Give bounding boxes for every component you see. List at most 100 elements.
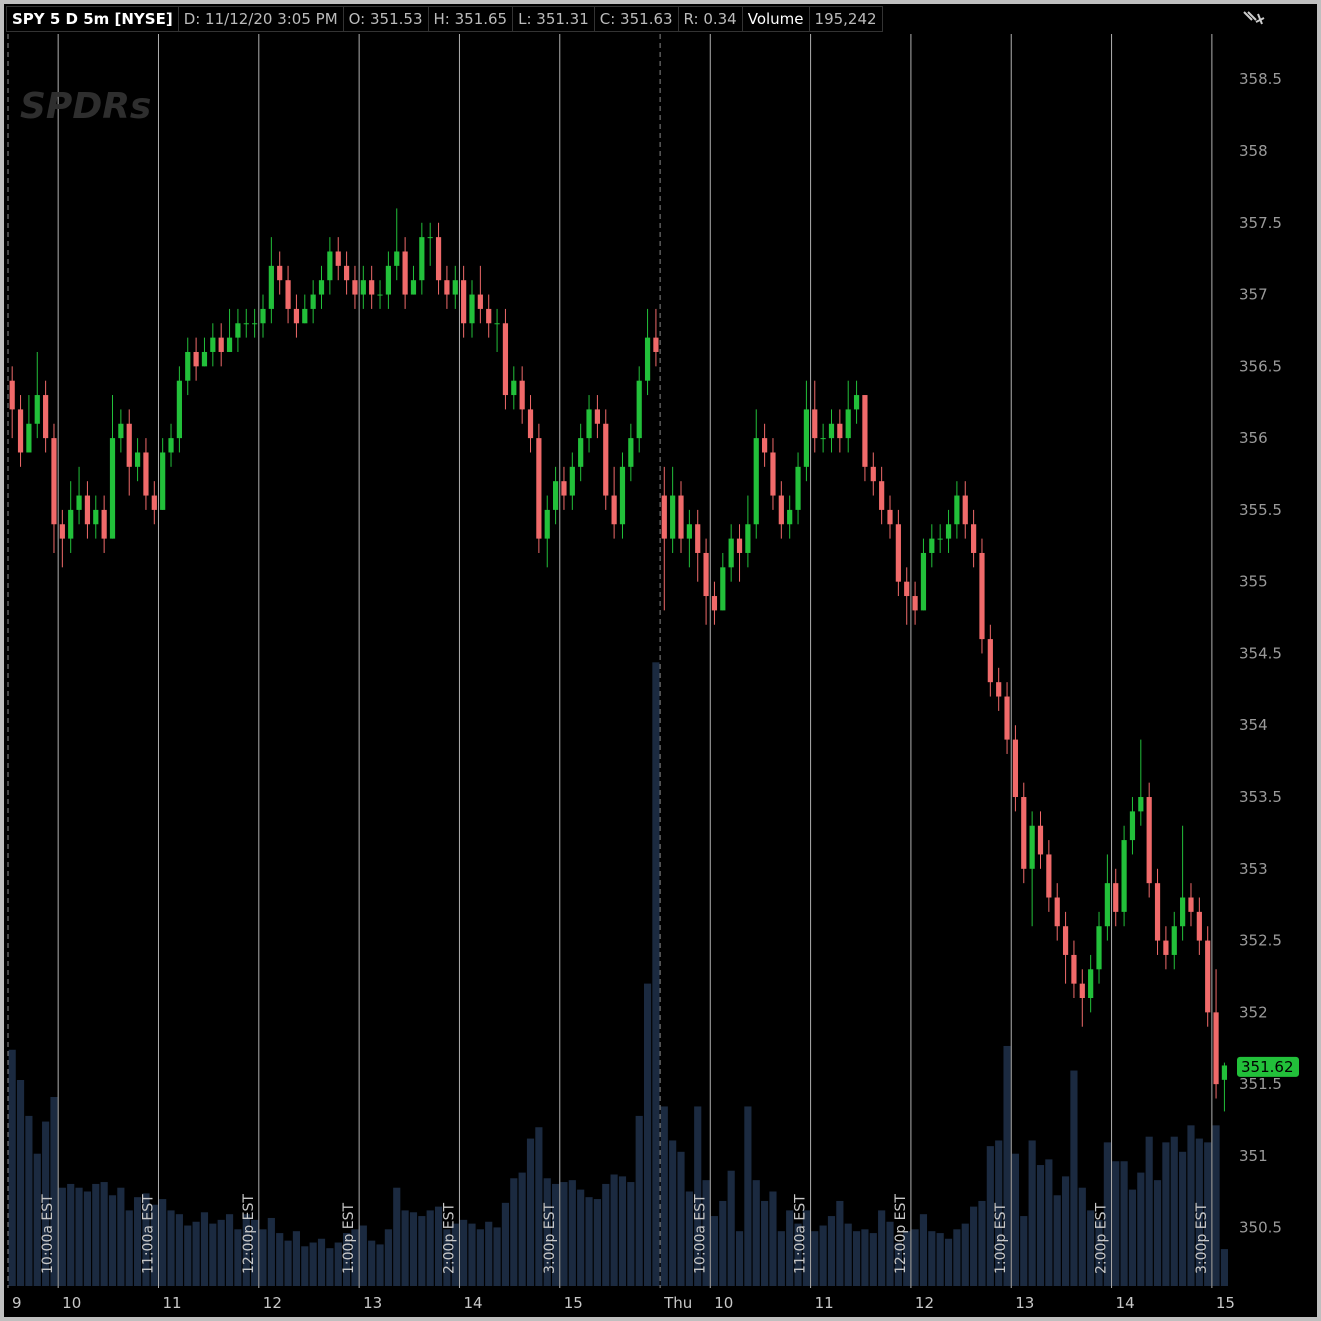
volume-bar bbox=[627, 1182, 635, 1286]
x-tick-label: 10 bbox=[62, 1294, 81, 1312]
candle-body bbox=[93, 509, 99, 525]
candle-body bbox=[293, 308, 300, 324]
candle-body bbox=[1146, 797, 1152, 884]
candle-body bbox=[444, 280, 450, 295]
candle-body bbox=[762, 438, 768, 453]
session-label: 2:00p EST bbox=[441, 1202, 457, 1274]
x-tick-label: 12 bbox=[263, 1294, 282, 1312]
candle-body bbox=[837, 423, 843, 439]
candle-body bbox=[427, 237, 433, 239]
x-axis-bg bbox=[660, 1288, 662, 1289]
candle-body bbox=[1171, 926, 1177, 955]
volume-bar bbox=[192, 1221, 200, 1286]
volume-bar bbox=[409, 1212, 418, 1286]
candle-body bbox=[327, 251, 333, 281]
candle-body bbox=[59, 524, 65, 539]
candle-body bbox=[778, 495, 784, 525]
volume-bar bbox=[217, 1219, 225, 1286]
volume-bar bbox=[1137, 1172, 1145, 1286]
x-tick-label: 11 bbox=[815, 1294, 834, 1312]
candle-body bbox=[452, 280, 458, 295]
watermark: SPDRs bbox=[20, 86, 151, 127]
candle-body bbox=[678, 495, 684, 539]
volume-bar bbox=[1028, 1140, 1036, 1286]
candle-body bbox=[870, 466, 876, 482]
candle-body bbox=[494, 323, 500, 325]
x-tick-label: 9 bbox=[12, 1294, 22, 1312]
volume-bar bbox=[376, 1244, 384, 1286]
candle-body bbox=[628, 438, 634, 467]
header-field: H: 351.65 bbox=[428, 6, 514, 32]
volume-bar bbox=[735, 1231, 744, 1286]
x-tick-label: 11 bbox=[162, 1294, 181, 1312]
volume-bar bbox=[585, 1197, 593, 1286]
volume-bar bbox=[535, 1127, 543, 1286]
candle-body bbox=[360, 280, 366, 295]
candle-body bbox=[686, 524, 692, 539]
volume-bar bbox=[276, 1233, 284, 1286]
candle-body bbox=[285, 280, 291, 309]
x-axis-bg bbox=[559, 1288, 561, 1289]
volume-bar bbox=[819, 1225, 827, 1286]
session-label: 12:00p EST bbox=[241, 1194, 257, 1274]
header-field: O: 351.53 bbox=[343, 6, 429, 32]
y-tick-label: 357 bbox=[1239, 286, 1268, 304]
candle-body bbox=[226, 337, 233, 352]
volume-bar bbox=[117, 1187, 125, 1286]
volume-bar bbox=[16, 1079, 25, 1286]
x-tick-label: 15 bbox=[1216, 1294, 1235, 1312]
candle-body bbox=[552, 481, 559, 510]
candle-body bbox=[419, 237, 425, 281]
candle-body bbox=[787, 509, 793, 525]
candle-body bbox=[728, 538, 734, 568]
header-field: 195,242 bbox=[809, 6, 883, 32]
volume-bar bbox=[669, 1140, 677, 1286]
candle-body bbox=[252, 323, 258, 325]
candle-body bbox=[51, 438, 57, 525]
session-label: 11:00a EST bbox=[793, 1194, 809, 1274]
candle-body bbox=[937, 538, 943, 540]
candle-body bbox=[1129, 811, 1136, 841]
volume-bar bbox=[251, 1219, 259, 1286]
volume-bar bbox=[351, 1229, 359, 1286]
volume-bar bbox=[577, 1189, 585, 1286]
volume-bar bbox=[242, 1214, 250, 1286]
volume-bar bbox=[83, 1191, 92, 1286]
candle-body bbox=[753, 438, 759, 525]
volume-bar bbox=[752, 1180, 760, 1286]
candle-body bbox=[277, 265, 283, 281]
candle-body bbox=[1037, 825, 1044, 855]
volume-bar bbox=[593, 1199, 601, 1286]
volume-bar bbox=[1003, 1045, 1011, 1286]
candle-body bbox=[954, 495, 960, 525]
volume-bar bbox=[1070, 1070, 1078, 1286]
volume-bar bbox=[1212, 1125, 1220, 1286]
x-tick-label: 12 bbox=[915, 1294, 934, 1312]
candle-body bbox=[519, 380, 525, 410]
volume-bar bbox=[267, 1217, 275, 1286]
volume-layer bbox=[8, 662, 1228, 1286]
candle-body bbox=[853, 395, 860, 410]
volume-bar bbox=[602, 1183, 610, 1286]
candle-body bbox=[343, 265, 350, 281]
x-axis-bg bbox=[1011, 1288, 1013, 1289]
y-tick-label: 351.5 bbox=[1239, 1075, 1282, 1093]
session-label: 10:00a EST bbox=[692, 1194, 708, 1274]
volume-bar bbox=[50, 1097, 58, 1286]
volume-bar bbox=[326, 1248, 334, 1286]
volume-bar bbox=[802, 1210, 810, 1286]
volume-bar bbox=[393, 1187, 401, 1286]
drawing-tools-icon[interactable] bbox=[1243, 11, 1265, 25]
candle-body bbox=[369, 280, 375, 295]
header-field: SPY 5 D 5m [NYSE] bbox=[6, 6, 179, 32]
candle-body bbox=[929, 538, 935, 553]
volume-bar bbox=[744, 1106, 752, 1286]
y-tick-label: 355.5 bbox=[1239, 501, 1282, 519]
candle-body bbox=[43, 395, 49, 439]
volume-bar bbox=[1220, 1249, 1228, 1286]
candle-body bbox=[569, 466, 575, 496]
candle-body bbox=[987, 639, 993, 683]
volume-bar bbox=[727, 1170, 735, 1286]
volume-bar bbox=[694, 1106, 702, 1286]
candle-body bbox=[1196, 911, 1202, 941]
